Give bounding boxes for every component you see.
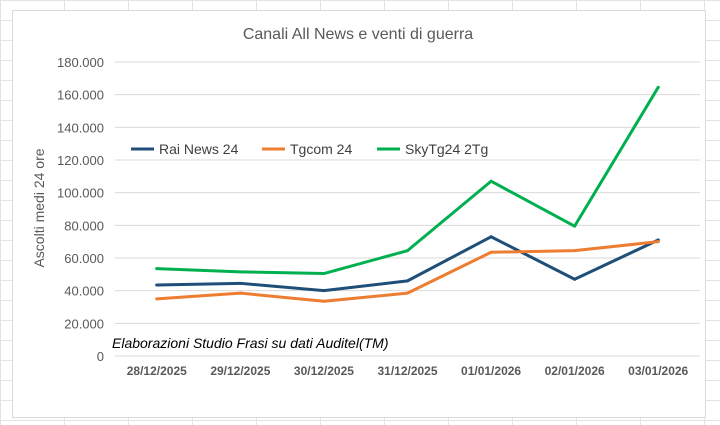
x-tick-label: 31/12/2025 [377, 364, 437, 378]
y-axis-label: Ascolti medi 24 ore [31, 148, 47, 267]
legend: Rai News 24 Tgcom 24 SkyTg24 2Tg [131, 141, 488, 157]
legend-label: Tgcom 24 [290, 141, 352, 157]
y-tick-label: 160.000 [57, 88, 104, 103]
y-axis-tick-labels: 0 20.000 40.000 60.000 80.000 100.000 120.000 1… [57, 55, 104, 364]
series-line-2 [155, 85, 660, 276]
data-point [155, 297, 159, 301]
x-tick-label: 03/01/2026 [628, 364, 688, 378]
x-tick-label: 01/01/2026 [461, 364, 521, 378]
y-tick-label: 60.000 [64, 251, 104, 266]
legend-label: Rai News 24 [159, 141, 239, 157]
y-tick-label: 100.000 [57, 186, 104, 201]
y-tick-label: 80.000 [64, 218, 104, 233]
legend-label: SkyTg24 2Tg [405, 141, 488, 157]
data-point [656, 85, 660, 89]
chart-title: Canali All News e venti di guerra [243, 26, 473, 43]
y-tick-label: 140.000 [57, 120, 104, 135]
x-tick-label: 29/12/2025 [210, 364, 270, 378]
data-point [573, 249, 577, 253]
source-annotation: Elaborazioni Studio Frasi su dati Audite… [112, 335, 389, 351]
series-line-0 [155, 235, 660, 293]
data-point [656, 240, 660, 244]
data-point [489, 250, 493, 254]
y-tick-label: 180.000 [57, 55, 104, 70]
chart-area[interactable] [12, 10, 706, 418]
data-point [406, 249, 409, 253]
data-point [489, 235, 493, 239]
gridlines [115, 61, 700, 357]
data-point [155, 267, 159, 271]
series-lines [155, 85, 660, 303]
x-tick-label: 28/12/2025 [127, 364, 187, 378]
data-point [406, 279, 409, 283]
x-tick-label: 02/01/2026 [545, 364, 605, 378]
data-point [238, 281, 242, 285]
data-point [489, 179, 493, 183]
y-tick-label: 0 [97, 349, 104, 364]
data-point [322, 299, 326, 303]
data-point [573, 224, 577, 228]
y-tick-label: 40.000 [64, 284, 104, 299]
data-point [406, 291, 409, 295]
data-point [155, 283, 159, 287]
x-tick-label: 30/12/2025 [294, 364, 354, 378]
data-point [238, 270, 242, 274]
x-axis-tick-labels: 28/12/2025 29/12/2025 30/12/2025 31/12/2025… [127, 364, 689, 378]
data-point [573, 277, 577, 281]
y-tick-label: 20.000 [64, 316, 104, 331]
data-point [322, 272, 326, 276]
data-point [238, 291, 242, 295]
y-tick-label: 120.000 [57, 153, 104, 168]
data-point [322, 289, 326, 293]
